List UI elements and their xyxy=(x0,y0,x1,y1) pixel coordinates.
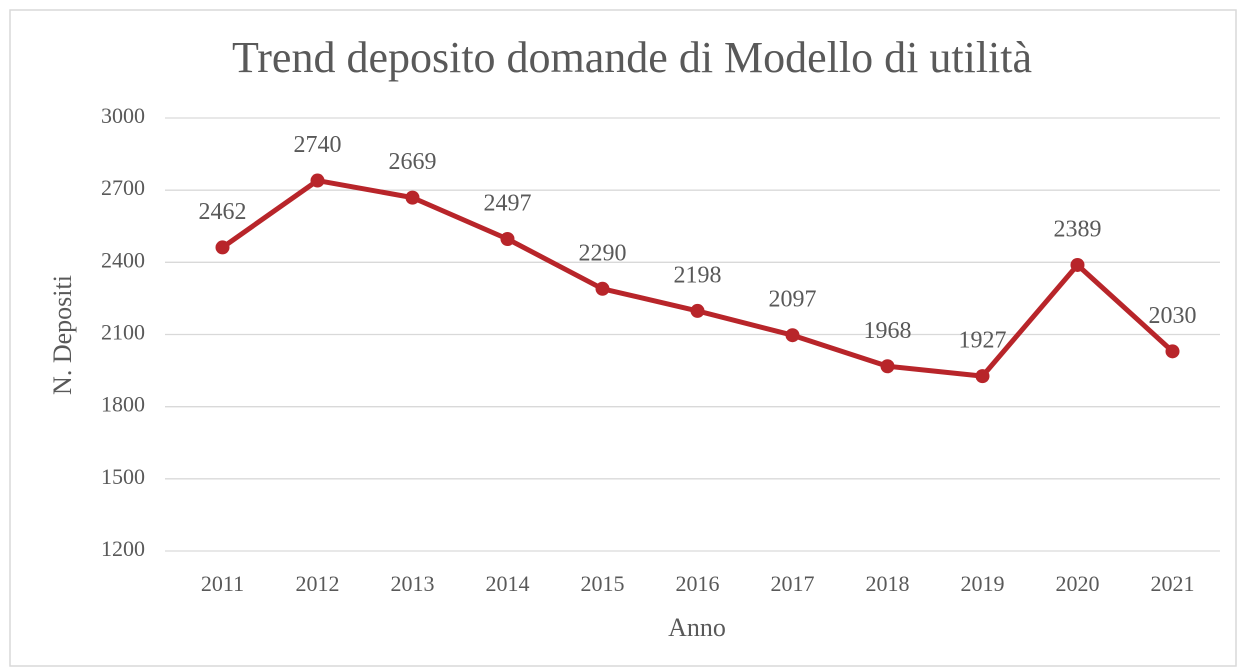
data-point xyxy=(500,231,515,246)
x-tick-label: 2020 xyxy=(1056,571,1100,596)
y-tick-label: 2700 xyxy=(101,175,145,200)
y-tick-label: 3000 xyxy=(101,103,145,128)
data-point xyxy=(1165,344,1180,359)
x-axis-title: Anno xyxy=(668,613,726,642)
y-tick-label: 1800 xyxy=(101,392,145,417)
y-tick-label: 2400 xyxy=(101,247,145,272)
data-label: 2497 xyxy=(484,190,532,216)
y-tick-label: 1500 xyxy=(101,464,145,489)
x-tick-label: 2013 xyxy=(391,571,435,596)
data-label: 2030 xyxy=(1149,303,1197,329)
chart-border xyxy=(9,9,1237,667)
x-tick-label: 2011 xyxy=(201,571,244,596)
y-tick-label: 2100 xyxy=(101,320,145,345)
data-point xyxy=(215,240,230,255)
data-point xyxy=(785,328,800,343)
x-tick-label: 2014 xyxy=(486,571,530,596)
x-tick-label: 2016 xyxy=(676,571,720,596)
x-tick-label: 2012 xyxy=(296,571,340,596)
data-label: 2290 xyxy=(579,240,627,266)
data-label: 2097 xyxy=(769,287,817,313)
x-tick-label: 2018 xyxy=(866,571,910,596)
y-axis-title: N. Depositi xyxy=(48,275,77,395)
data-point xyxy=(690,303,705,318)
x-tick-label: 2019 xyxy=(961,571,1005,596)
data-label: 2740 xyxy=(294,132,342,158)
data-point xyxy=(880,359,895,374)
data-label: 1968 xyxy=(864,318,912,344)
data-label: 2389 xyxy=(1054,216,1102,242)
data-point xyxy=(405,190,420,205)
data-point xyxy=(310,173,325,188)
data-label: 2198 xyxy=(674,262,722,288)
data-label: 2669 xyxy=(389,149,437,175)
data-point xyxy=(975,369,990,384)
chart-title: Trend deposito domande di Modello di uti… xyxy=(232,33,1032,82)
data-point xyxy=(595,281,610,296)
x-tick-label: 2017 xyxy=(771,571,815,596)
x-tick-label: 2021 xyxy=(1151,571,1195,596)
data-label: 2462 xyxy=(199,199,247,225)
data-label: 1927 xyxy=(959,328,1007,354)
data-point xyxy=(1070,257,1085,272)
y-tick-label: 1200 xyxy=(101,536,145,561)
x-tick-label: 2015 xyxy=(581,571,625,596)
